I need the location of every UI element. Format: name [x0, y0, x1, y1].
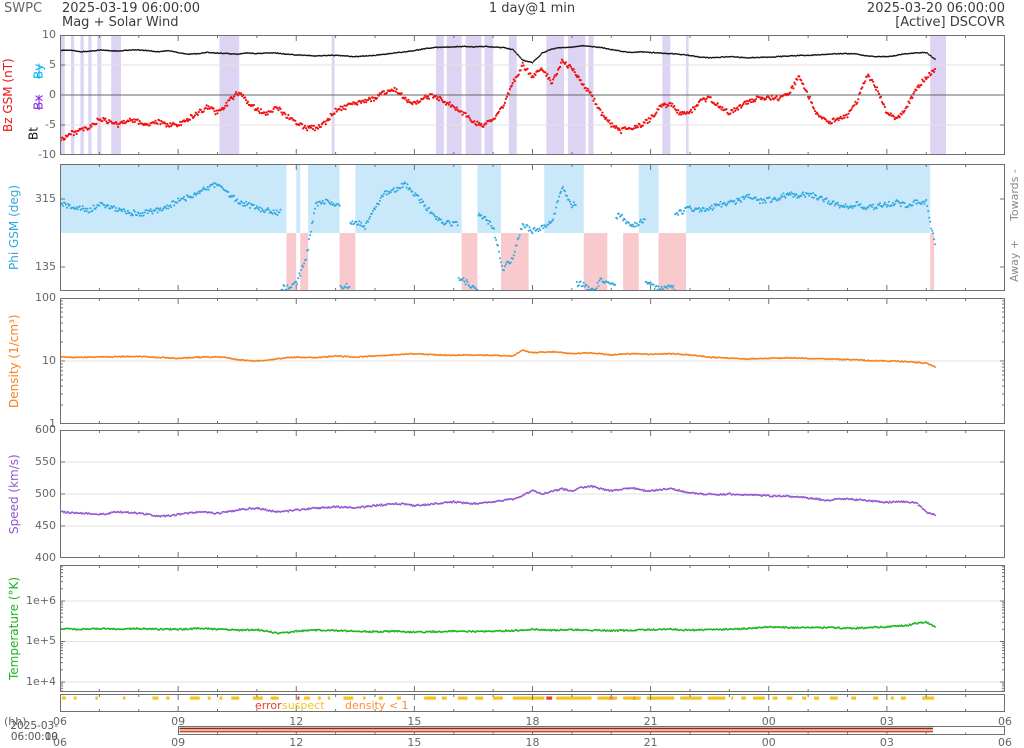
suspect-legend-label: suspect [282, 699, 325, 712]
y-tick-label: 100 [35, 291, 56, 304]
x-tick-label: 21 [643, 715, 658, 728]
y-tick-label: 450 [35, 519, 56, 532]
speed-panel-plot [60, 430, 1005, 558]
y-tick-label: 1e+5 [26, 634, 56, 648]
flag-strip [60, 694, 1005, 712]
swpc-brand: SWPC [4, 1, 43, 16]
x-tick-label: 09 [171, 736, 186, 748]
x-tick-label: 12 [289, 715, 304, 728]
y-tick-label: 135 [35, 259, 56, 273]
hours-unit-label: (hh) [4, 715, 27, 728]
plot-cadence: 1 day@1 min [488, 1, 576, 16]
y-tick-label: 400 [35, 551, 56, 564]
phi-panel-plot [60, 164, 1005, 291]
y-tick-label: 10 [42, 354, 56, 367]
x-tick-label: 00 [761, 736, 776, 748]
density-panel-plot [60, 298, 1005, 424]
footer-time: 06:00:00 [10, 731, 58, 743]
away-sector-label: Away + [1008, 239, 1021, 283]
temperature-panel [60, 565, 1005, 692]
x-tick-label: 00 [761, 715, 776, 728]
y-tick-label: -5 [45, 118, 56, 131]
mag-panel [60, 35, 1005, 155]
phi-panel [60, 164, 1005, 291]
mag-panel-plot [60, 35, 1005, 155]
towards-sector-label: Towards - [1008, 169, 1021, 221]
speed-panel [60, 430, 1005, 558]
y-tick-label: 550 [35, 455, 56, 468]
y-tick-label: 1e+4 [26, 674, 56, 688]
y-tick-label: 1 [49, 417, 56, 430]
plot-subtitle: Mag + Solar Wind [62, 15, 179, 30]
availability-strip [178, 726, 1005, 735]
spacecraft-status: [Active] DSCOVR [895, 15, 1005, 30]
x-tick-label: 18 [525, 715, 540, 728]
temperature-axis-label: Temperature (°K) [7, 576, 21, 681]
x-tick-label: 03 [879, 736, 894, 748]
y-tick-label: 1e+6 [26, 593, 56, 607]
plot-start-time: 2025-03-19 06:00:00 [62, 1, 201, 16]
density-lt1-legend-label: density < 1 [345, 699, 409, 712]
y-tick-label: 315 [35, 191, 56, 205]
x-tick-label: 15 [407, 715, 422, 728]
footer-date: 2025-03-19 [10, 720, 58, 743]
flag-strip-plot [60, 694, 1005, 712]
plot-end-time: 2025-03-20 06:00:00 [866, 1, 1005, 16]
density-panel [60, 298, 1005, 424]
x-tick-label: 06 [53, 736, 67, 748]
x-tick-label: 06 [998, 736, 1012, 748]
x-tick-label: 18 [525, 736, 540, 748]
y-tick-label: -10 [38, 148, 56, 161]
x-tick-label: 06 [53, 715, 67, 728]
x-tick-label: 09 [171, 715, 186, 728]
y-tick-label: 500 [35, 487, 56, 500]
temperature-panel-plot [60, 565, 1005, 692]
x-tick-label: 21 [643, 736, 658, 748]
error-legend-label: error [255, 699, 282, 712]
y-tick-label: 5 [49, 58, 56, 71]
y-tick-label: 0 [49, 88, 56, 101]
x-tick-label: 06 [998, 715, 1012, 728]
y-tick-label: 10 [42, 28, 56, 41]
x-tick-label: 03 [879, 715, 894, 728]
y-tick-label: 600 [35, 423, 56, 436]
x-tick-label: 15 [407, 736, 422, 748]
x-tick-label: 12 [289, 736, 304, 748]
availability-strip-plot [178, 726, 1005, 735]
